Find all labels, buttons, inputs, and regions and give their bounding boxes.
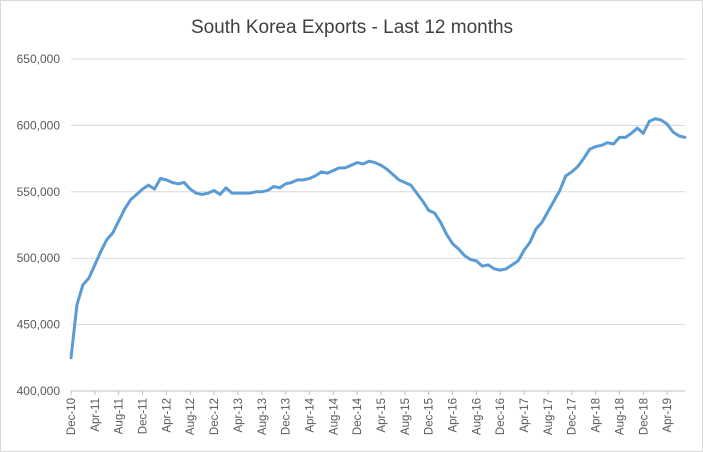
x-tick-label: Aug-16 <box>471 398 483 435</box>
x-tick-label: Apr-18 <box>591 398 603 433</box>
x-tick-label: Apr-15 <box>376 398 388 433</box>
x-tick-label: Dec-18 <box>638 398 650 435</box>
x-tick-label: Apr-19 <box>662 398 674 433</box>
y-tick-label: 450,000 <box>17 318 61 332</box>
y-tick-label: 500,000 <box>17 251 61 265</box>
x-tick-label: Aug-13 <box>257 398 269 435</box>
x-tick-label: Dec-16 <box>495 398 507 435</box>
series-line <box>69 117 687 360</box>
x-tick-label: Dec-15 <box>424 398 436 435</box>
x-tick-label: Dec-10 <box>66 398 78 435</box>
x-tick-label: Aug-17 <box>543 398 555 435</box>
x-tick-label: Apr-16 <box>448 398 460 433</box>
x-tick-label: Apr-17 <box>519 398 531 433</box>
y-tick-label: 600,000 <box>17 118 61 132</box>
gridlines <box>71 58 685 392</box>
x-tick-label: Apr-12 <box>161 398 173 433</box>
x-tick-label: Aug-14 <box>328 397 340 435</box>
x-tick-label: Dec-17 <box>567 398 579 435</box>
x-tick-label: Aug-11 <box>114 398 126 434</box>
y-axis: 400,000 450,000 500,000 550,000 600,000 650,0… <box>17 52 61 398</box>
chart-title: South Korea Exports - Last 12 months <box>191 17 513 38</box>
y-tick-label: 550,000 <box>17 185 61 199</box>
x-tick-label: Apr-11 <box>90 398 102 432</box>
x-tick-label: Aug-15 <box>400 398 412 435</box>
x-axis: Dec-10 Apr-11 Aug-11 Dec-11 Apr-12 Aug-12 Dec-… <box>66 391 674 435</box>
x-tick-label: Apr-14 <box>304 397 316 432</box>
x-tick-label: Aug-18 <box>614 398 626 435</box>
series-layer <box>69 117 687 360</box>
x-tick-label: Dec-13 <box>281 398 293 435</box>
y-tick-label: 650,000 <box>17 52 61 66</box>
y-tick-label: 400,000 <box>17 384 61 398</box>
x-tick-label: Apr-13 <box>233 398 245 433</box>
x-tick-label: Aug-12 <box>185 398 197 435</box>
x-tick-label: Dec-12 <box>209 398 221 435</box>
x-tick-label: Dec-11 <box>138 398 150 434</box>
x-tick-label: Dec-14 <box>352 397 364 435</box>
